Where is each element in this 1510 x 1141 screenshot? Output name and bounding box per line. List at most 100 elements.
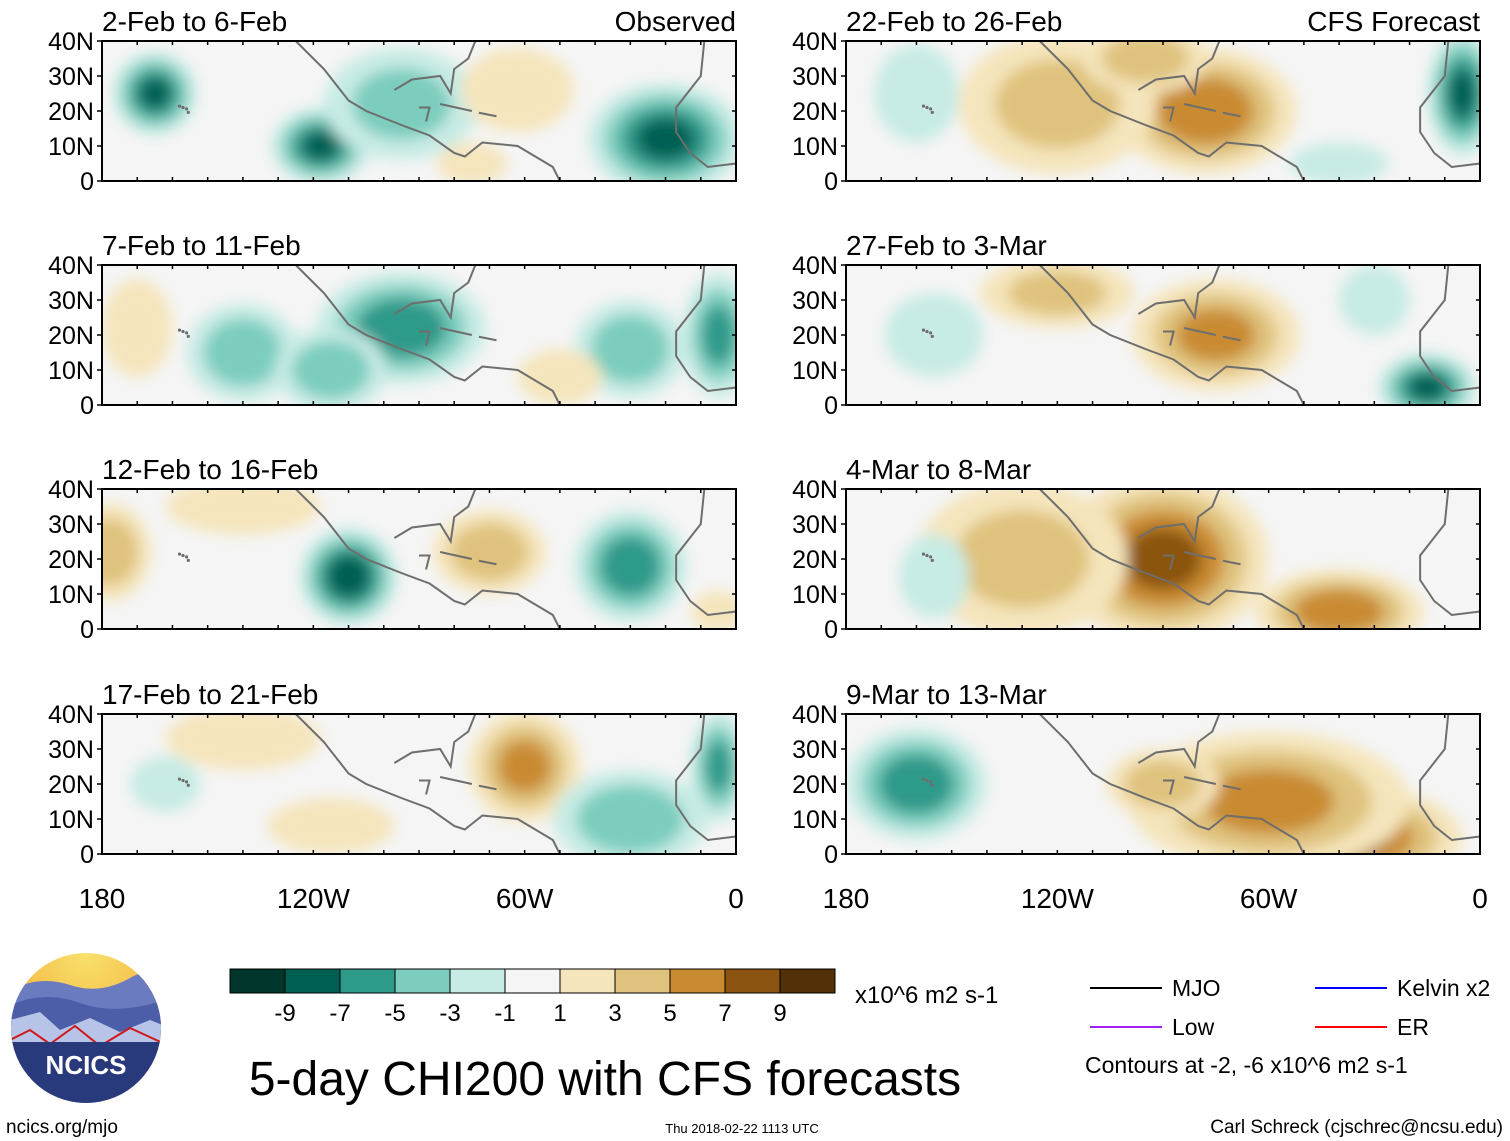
colorbar-label: -9: [274, 1000, 295, 1027]
anomaly-blob: [879, 754, 954, 814]
hawaii-island: [184, 780, 189, 784]
panel-3: [97, 488, 737, 630]
anomaly-blob: [1339, 265, 1410, 335]
coastline: [393, 714, 477, 770]
legend-item-low: Low: [1090, 1014, 1215, 1040]
colorbar-label: 5: [663, 1000, 676, 1027]
y-tick-label: 40N: [48, 701, 94, 729]
hawaii-island: [186, 110, 190, 114]
hawaii-island: [177, 552, 182, 556]
coastline: [675, 41, 736, 169]
y-tick-label: 30N: [792, 736, 838, 764]
colorbar-swatch: [724, 968, 781, 994]
hawaii-island: [930, 334, 934, 338]
y-tick-label: 30N: [48, 511, 94, 539]
colorbar-label: 7: [718, 1000, 731, 1027]
y-tick-label: 40N: [48, 476, 94, 504]
coastline: [1183, 327, 1241, 342]
x-tick-label: 60W: [496, 883, 554, 914]
anomaly-blob: [701, 305, 735, 365]
hawaii-island: [921, 104, 926, 108]
y-tick-label: 0: [824, 616, 838, 644]
anomaly-blob: [165, 714, 321, 770]
panel-title: 9-Mar to 13-Mar: [846, 679, 1047, 710]
hawaii-island: [925, 105, 929, 110]
hawaii-island: [928, 107, 933, 111]
y-tick-label: 40N: [792, 476, 838, 504]
y-tick-label: 20N: [792, 546, 838, 574]
hawaii-island: [925, 553, 929, 558]
coastline: [1039, 41, 1305, 181]
coastline: [393, 41, 477, 97]
website-link[interactable]: ncics.org/mjo: [6, 1117, 118, 1138]
hawaii-island: [186, 558, 190, 563]
y-tick-label: 0: [824, 841, 838, 869]
coastline: [675, 265, 736, 393]
y-tick-label: 20N: [792, 98, 838, 126]
author: Carl Schreck (cjschrec@ncsu.edu): [1210, 1117, 1503, 1138]
coastline: [1419, 265, 1480, 393]
hawaii-island: [925, 778, 929, 783]
colorbar-label: 9: [773, 1000, 786, 1027]
panel-2: [97, 264, 737, 406]
y-tick-label: 20N: [792, 771, 838, 799]
y-tick-label: 10N: [792, 581, 838, 609]
hawaii-island: [928, 331, 933, 335]
anomaly-blob: [705, 740, 732, 793]
hawaii-island: [186, 334, 190, 338]
hawaii-island: [928, 780, 933, 784]
figure-title: 5-day CHI200 with CFS forecasts: [249, 1053, 961, 1106]
coastline: [1163, 106, 1175, 122]
y-tick-label: 30N: [48, 736, 94, 764]
hawaii-island: [184, 555, 189, 559]
anomaly-blob: [1202, 768, 1335, 835]
colorbar-units: x10^6 m2 s-1: [855, 982, 998, 1009]
anomaly-blob: [1289, 142, 1389, 181]
coastline: [675, 714, 736, 842]
x-tick-label: 60W: [1240, 883, 1298, 914]
y-tick-label: 10N: [48, 133, 94, 161]
legend-item-mjo: MJO: [1090, 975, 1221, 1001]
panel-7: [841, 488, 1481, 630]
coastline: [1163, 779, 1175, 795]
y-tick-label: 20N: [48, 771, 94, 799]
panel-title: 17-Feb to 21-Feb: [102, 679, 318, 710]
hawaii-island: [181, 553, 185, 558]
coastline: [1163, 330, 1175, 346]
coastline: [1137, 714, 1221, 770]
x-tick-label: 180: [79, 883, 126, 914]
colorbar-swatch: [449, 968, 506, 994]
anomaly-blob: [1408, 374, 1446, 401]
colorbar-swatch: [339, 968, 396, 994]
anomaly-blob: [203, 318, 282, 387]
hawaii-island: [184, 107, 189, 111]
colorbar-swatch: [394, 968, 451, 994]
colorbar-swatch: [504, 968, 561, 994]
colorbar-label: 1: [553, 1000, 566, 1027]
legend-label: ER: [1397, 1014, 1429, 1040]
y-tick-label: 20N: [792, 322, 838, 350]
coastline: [1163, 554, 1175, 570]
y-tick-label: 20N: [48, 546, 94, 574]
anomaly-blob: [1124, 528, 1202, 590]
hawaii-island: [928, 555, 933, 559]
coastline: [439, 327, 497, 342]
y-tick-label: 10N: [792, 133, 838, 161]
x-tick-label: 120W: [277, 883, 351, 914]
panel-5: [841, 40, 1481, 182]
x-tick-label: 180: [823, 883, 870, 914]
colorbar-swatch: [284, 968, 341, 994]
footer-layer: NCICS -9 -7 -5 -3 -1 1 3 5 7 9 x10^6 m2 s-1 MJO Ke…: [6, 953, 1503, 1138]
hawaii-island: [177, 777, 182, 781]
coastline: [1039, 489, 1305, 629]
anomaly-blob: [874, 44, 959, 143]
y-tick-label: 20N: [48, 322, 94, 350]
anomaly-blob: [327, 555, 370, 598]
coastline: [419, 554, 431, 570]
hawaii-island: [181, 778, 185, 783]
ncics-logo[interactable]: NCICS: [10, 953, 170, 1112]
hawaii-island: [930, 558, 934, 563]
anomaly-blob: [1294, 589, 1384, 629]
panel-4: [97, 713, 737, 855]
y-tick-label: 40N: [48, 252, 94, 280]
